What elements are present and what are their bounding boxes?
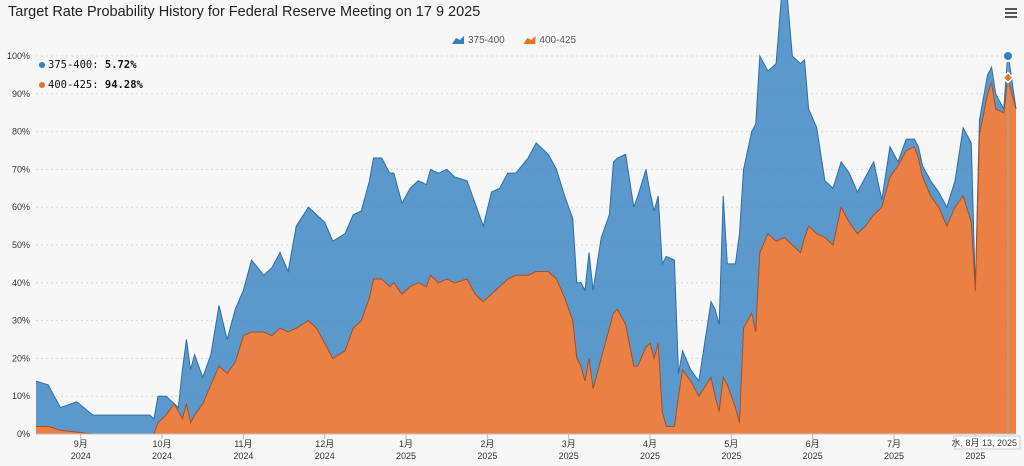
x-tick-year: 2024 (71, 451, 91, 461)
x-tick-year: 2025 (477, 451, 497, 461)
x-tick-year: 2024 (233, 451, 253, 461)
legend-item[interactable]: 375-400 (452, 35, 505, 46)
x-tick-year: 2025 (965, 451, 985, 461)
y-tick-label: 60% (12, 202, 30, 212)
tooltip-dot (39, 82, 45, 88)
hover-marker-375-400 (1002, 50, 1014, 62)
tooltip-dot (39, 62, 45, 68)
y-tick-label: 10% (12, 391, 30, 401)
x-tick-label: 4月 (643, 439, 657, 449)
y-tick-label: 30% (12, 316, 30, 326)
series-layer (35, 0, 1017, 435)
legend-label: 400-425 (539, 35, 576, 46)
y-tick-label: 80% (12, 127, 30, 137)
y-tick-label: 40% (12, 278, 30, 288)
y-tick-label: 90% (12, 89, 30, 99)
tooltip-entry: 375-400: 5.72% (48, 59, 137, 71)
x-hover-box (953, 435, 1021, 450)
x-tick-year: 2025 (884, 451, 904, 461)
hamburger-icon[interactable] (1004, 6, 1018, 20)
x-tick-label: 11月 (234, 439, 252, 449)
chart-title: Target Rate Probability History for Fede… (8, 4, 481, 20)
x-tick-label: 3月 (562, 439, 576, 449)
x-tick-label: 7月 (887, 439, 901, 449)
x-tick-year: 2025 (640, 451, 660, 461)
legend-swatch (523, 36, 536, 44)
x-tick-label: 6月 (806, 439, 820, 449)
series-400-425-line (36, 78, 1017, 435)
y-tick-label: 20% (12, 353, 30, 363)
x-tick-label: 1月 (399, 439, 413, 449)
x-tick-label: 2月 (480, 439, 494, 449)
series-375-400-line (35, 0, 1017, 420)
x-tick-year: 2024 (315, 451, 335, 461)
axes: 0% 10% 20% 30% 40% 50% 60% 70% 80% 90% 100% 9月 2024 1… (7, 51, 1016, 461)
x-tick-year: 2025 (396, 451, 416, 461)
tooltip-entry: 400-425: 94.28% (48, 79, 144, 91)
legend-swatch (452, 36, 464, 44)
x-tick-year: 2025 (803, 451, 823, 461)
y-tick-label: 50% (12, 240, 30, 250)
series-400-425-area[interactable] (36, 78, 1016, 435)
legend[interactable]: 375-400 400-425 (452, 35, 577, 46)
x-tick-label: 12月 (315, 439, 334, 449)
x-tick-year: 2024 (152, 451, 172, 461)
x-tick-label: 9月 (74, 439, 88, 449)
y-tick-label: 100% (7, 51, 30, 61)
y-tick-label: 70% (12, 164, 30, 174)
series-375-400-area[interactable] (36, 0, 1016, 434)
legend-label: 375-400 (468, 35, 505, 46)
x-tick-year: 2025 (559, 451, 579, 461)
x-tick-label: 5月 (724, 439, 738, 449)
x-tick-year: 2025 (721, 451, 741, 461)
y-tick-label: 0% (17, 429, 30, 439)
hover-marker-400-425 (1001, 71, 1015, 84)
legend-item[interactable]: 400-425 (523, 35, 577, 46)
tooltip: 375-400: 5.72% 400-425: 94.28% 水, 8月 13, 2… (39, 50, 1021, 450)
x-tick-label: 10月 (153, 439, 172, 449)
x-hover-label: 水, 8月 13, 2025 (951, 437, 1017, 448)
